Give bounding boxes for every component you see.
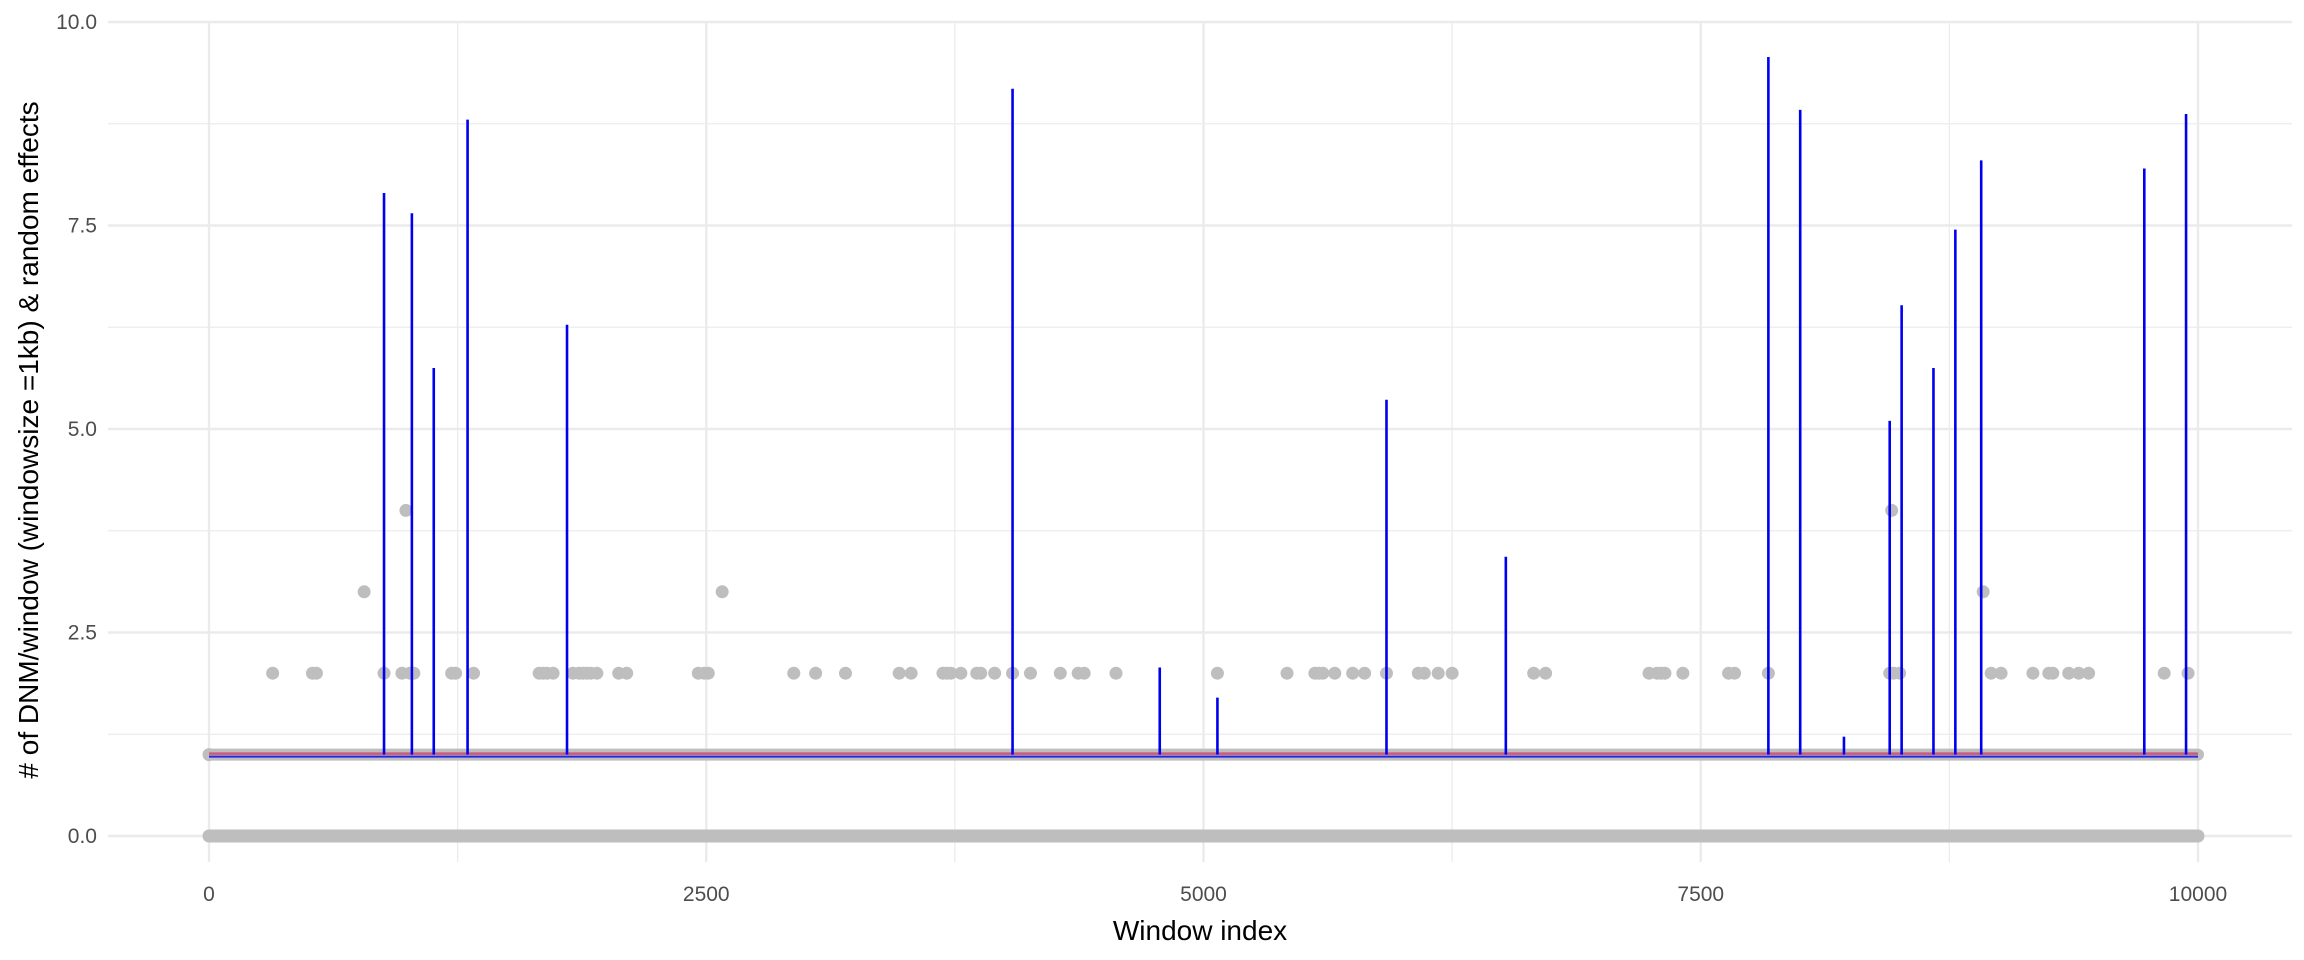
y-tick-labels: 0.0 2.5 5.0 7.5 10.0 [56, 11, 97, 848]
grid-minor [108, 22, 2292, 862]
x-tick-labels: 0 2500 5000 7500 10000 [203, 883, 2227, 906]
data-point [309, 666, 323, 680]
data-point [838, 666, 852, 680]
data-point [1676, 666, 1690, 680]
data-point [1077, 666, 1091, 680]
data-point [1885, 503, 1899, 517]
data-point [590, 666, 604, 680]
data-point [892, 666, 906, 680]
data-point [2082, 666, 2096, 680]
data-point [2062, 666, 2076, 680]
data-point [1328, 666, 1342, 680]
data-point [904, 666, 918, 680]
data-point [1053, 666, 1067, 680]
random-effect-spikes [382, 57, 2188, 755]
data-point [1346, 666, 1360, 680]
data-point [2072, 666, 2086, 680]
data-point [2181, 666, 2195, 680]
x-tick-label: 7500 [1677, 883, 1724, 906]
data-point [1976, 585, 1990, 599]
data-point [809, 666, 823, 680]
x-tick-label: 0 [203, 883, 215, 906]
data-point [787, 666, 801, 680]
data-point [1280, 666, 1294, 680]
baseline-line [203, 748, 2204, 761]
data-point [467, 666, 481, 680]
data-point [266, 666, 280, 680]
data-point [1023, 666, 1037, 680]
data-point [1445, 666, 1459, 680]
x-tick-label: 5000 [1180, 883, 1227, 906]
data-point [1358, 666, 1372, 680]
data-point [715, 585, 729, 599]
data-point [974, 666, 988, 680]
data-point [1431, 666, 1445, 680]
data-point [407, 666, 421, 680]
data-point [1527, 666, 1541, 680]
data-point [1417, 666, 1431, 680]
data-point [620, 666, 634, 680]
data-point [1728, 666, 1742, 680]
data-point [2026, 666, 2040, 680]
data-point [357, 585, 371, 599]
y-tick-label: 2.5 [68, 622, 97, 645]
data-point [546, 666, 560, 680]
data-point [1994, 666, 2008, 680]
x-tick-label: 2500 [683, 883, 730, 906]
x-axis-title: Window index [1113, 915, 1287, 946]
data-point [1893, 666, 1907, 680]
y-tick-label: 5.0 [68, 418, 97, 441]
y-tick-label: 0.0 [68, 825, 97, 848]
data-point [701, 666, 715, 680]
data-point [449, 666, 463, 680]
data-point [1984, 666, 1998, 680]
data-point [399, 503, 413, 517]
data-point [1316, 666, 1330, 680]
data-point [1109, 666, 1123, 680]
data-point [1210, 666, 1224, 680]
y-axis-title: # of DNM/window (windowsize =1kb) & rand… [13, 101, 44, 778]
data-point [1658, 666, 1672, 680]
data-point [2046, 666, 2060, 680]
data-point [2157, 666, 2171, 680]
data-point [944, 666, 958, 680]
y-tick-label: 7.5 [68, 215, 97, 238]
data-point [1539, 666, 1553, 680]
data-point [988, 666, 1002, 680]
data-point [954, 666, 968, 680]
y-tick-label: 10.0 [56, 11, 97, 34]
x-tick-label: 10000 [2169, 883, 2227, 906]
